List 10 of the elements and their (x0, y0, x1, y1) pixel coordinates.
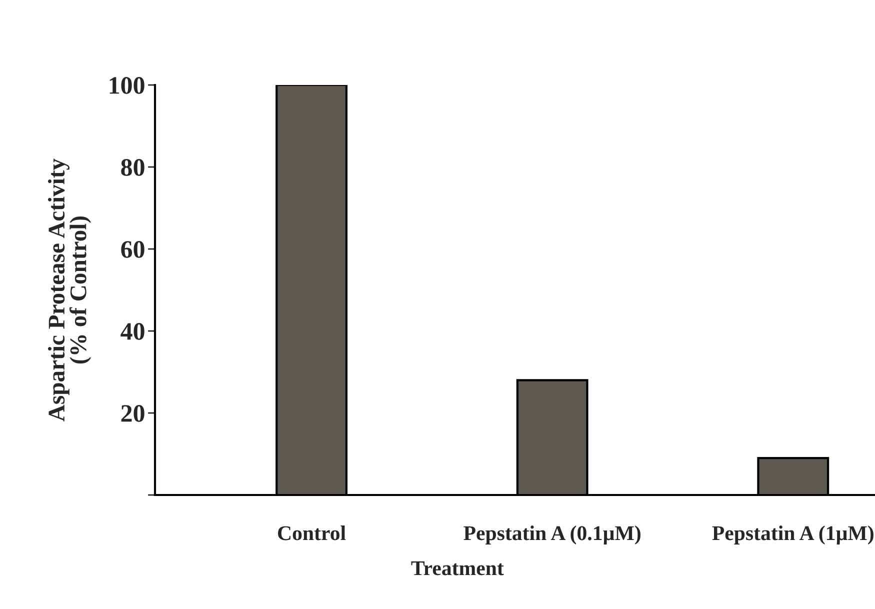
x-axis-title: Treatment (411, 561, 504, 576)
y-tick-label: 100 (110, 77, 144, 94)
y-tick-label: 80 (121, 159, 144, 176)
y-axis-title: Aspartic Protease Activity (% of Control) (48, 158, 92, 422)
y-tick-label: 20 (121, 405, 144, 422)
y-tick-label: 60 (121, 241, 144, 258)
x-tick-label: Pepstatin A (0.1µM) (464, 526, 640, 544)
x-tick-label: Pepstatin A (1µM) (712, 526, 874, 544)
y-tick-label: 40 (120, 323, 144, 340)
x-tick-label: Control (278, 526, 346, 540)
